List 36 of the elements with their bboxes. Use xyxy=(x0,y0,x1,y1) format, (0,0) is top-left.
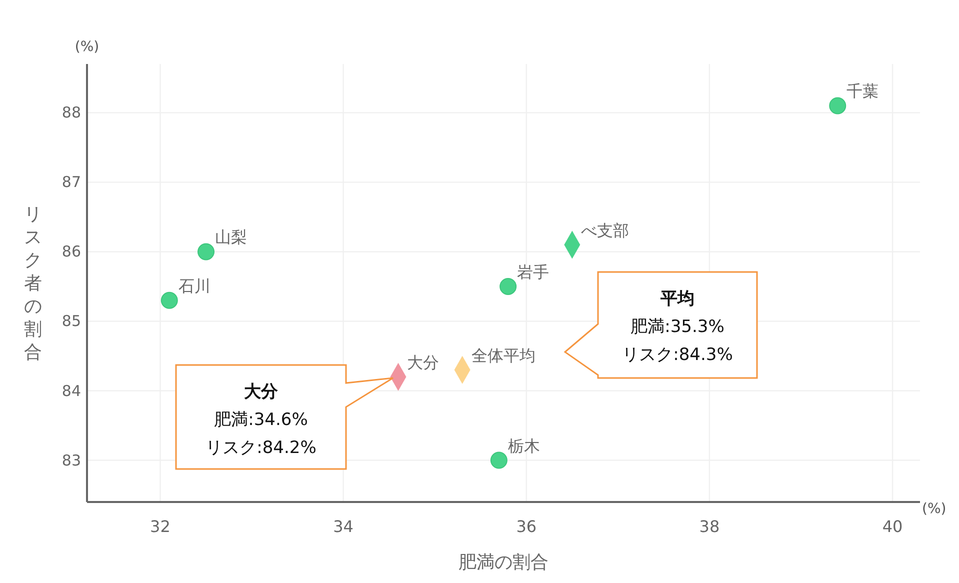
point xyxy=(198,243,214,260)
point xyxy=(160,292,178,309)
text: (%) xyxy=(74,39,100,55)
point xyxy=(490,452,508,469)
annotation: 石川 xyxy=(178,276,210,296)
callout: 平均 肥満:35.3% リスク:84.3% xyxy=(564,271,758,379)
text: (%) xyxy=(922,501,946,517)
annotation: 千葉 xyxy=(846,82,879,101)
x-tick-label: 32 xyxy=(150,517,170,536)
annotation: リスク:84.3% xyxy=(622,345,733,365)
y-tick-label: 84 xyxy=(62,382,81,400)
annotation: 栃木 xyxy=(508,436,540,456)
y-tick-label: 83 xyxy=(62,451,81,470)
annotation: 全体平均 xyxy=(471,346,536,365)
y-tick-label: 87 xyxy=(62,173,81,192)
x-tick-label: 34 xyxy=(333,517,354,536)
x-tick-label: 38 xyxy=(699,517,720,536)
y-tick-label: 88 xyxy=(62,104,81,122)
annotation: 大分 xyxy=(407,352,440,372)
annotation: 肥満:35.3% xyxy=(630,317,724,337)
annotation: べ支部 xyxy=(581,220,630,240)
y-tick-label: 86 xyxy=(62,242,81,261)
y-axis-title: リスク者の割合 xyxy=(24,204,42,363)
y-tick-label: 85 xyxy=(62,312,81,330)
callout: 大分 肥満:34.6% リスク:84.2% xyxy=(175,364,394,470)
annotation: 平均 xyxy=(660,289,694,309)
x-tick-label: 36 xyxy=(516,517,537,536)
x-tick-label: 40 xyxy=(882,517,903,536)
annotation: 大分 xyxy=(244,382,279,402)
annotation: 岩手 xyxy=(517,262,550,282)
annotation: リスク:84.2% xyxy=(206,438,316,458)
x-axis-title: 肥満の割合 xyxy=(458,552,548,573)
point xyxy=(500,278,517,295)
point xyxy=(829,97,846,114)
annotation: 山梨 xyxy=(215,228,247,247)
annotation: 肥満:34.6% xyxy=(214,410,308,430)
